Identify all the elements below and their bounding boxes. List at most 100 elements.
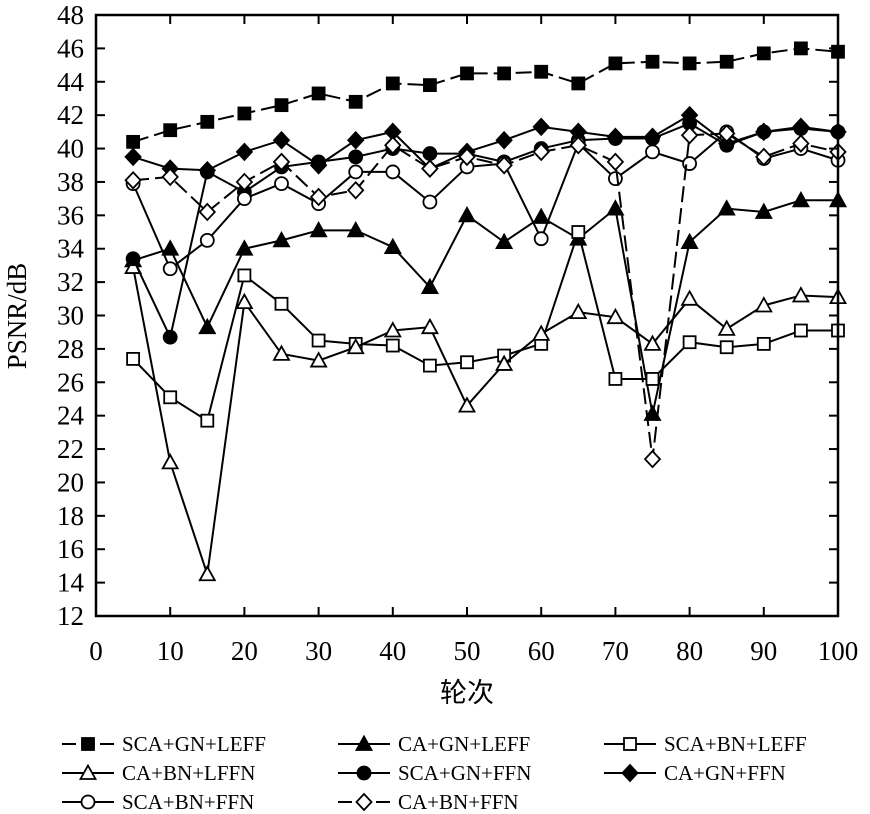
data-point bbox=[383, 237, 402, 254]
data-point bbox=[608, 56, 623, 71]
plot-frame bbox=[94, 13, 840, 618]
data-point bbox=[198, 564, 217, 582]
legend-item: SCA+BN+LEFF bbox=[604, 732, 807, 756]
data-point bbox=[348, 94, 363, 109]
data-point bbox=[236, 191, 252, 207]
data-point bbox=[272, 344, 291, 361]
data-point bbox=[272, 152, 291, 172]
data-point bbox=[348, 164, 364, 180]
x-tick-label: 0 bbox=[89, 636, 103, 666]
data-point bbox=[719, 54, 734, 69]
data-point bbox=[717, 199, 736, 216]
data-point bbox=[719, 340, 734, 355]
legend-item: CA+BN+LFFN bbox=[62, 761, 255, 785]
data-point bbox=[235, 172, 254, 192]
legend-marker bbox=[356, 765, 372, 781]
data-point bbox=[161, 167, 179, 187]
x-tick-label: 90 bbox=[750, 636, 777, 666]
plot-area bbox=[124, 41, 848, 582]
y-tick-label: 12 bbox=[57, 601, 84, 631]
legend-item: SCA+BN+FFN bbox=[62, 790, 254, 814]
data-point bbox=[645, 144, 660, 160]
legend-label: CA+GN+FFN bbox=[664, 761, 786, 785]
x-tick-label: 80 bbox=[676, 636, 703, 666]
data-point bbox=[422, 358, 437, 373]
data-point bbox=[200, 114, 215, 129]
data-point bbox=[311, 86, 326, 101]
data-point bbox=[643, 404, 662, 421]
data-point bbox=[756, 46, 771, 61]
data-point bbox=[643, 334, 662, 351]
series-ca-bn-ffn bbox=[124, 124, 847, 469]
legend-marker bbox=[78, 763, 98, 780]
data-point bbox=[792, 134, 810, 153]
data-point bbox=[235, 142, 254, 162]
x-tick-label: 40 bbox=[379, 636, 406, 666]
data-point bbox=[383, 321, 402, 338]
y-axis-title: PSNR/dB bbox=[2, 263, 32, 370]
data-point bbox=[756, 336, 771, 351]
data-point bbox=[643, 449, 662, 469]
data-point bbox=[309, 155, 328, 175]
data-point bbox=[682, 56, 697, 71]
data-point bbox=[235, 239, 254, 256]
x-tick-label: 70 bbox=[602, 636, 629, 666]
series-ca-gn-ffn bbox=[124, 105, 847, 180]
data-point bbox=[458, 147, 476, 167]
data-point bbox=[754, 202, 773, 219]
data-point bbox=[346, 221, 365, 238]
legend-label: CA+BN+LFFN bbox=[122, 761, 255, 785]
data-point bbox=[126, 134, 140, 149]
data-point bbox=[199, 232, 215, 248]
data-point bbox=[680, 232, 699, 249]
series-sca-bn-leff bbox=[126, 225, 845, 428]
y-tick-label: 22 bbox=[57, 434, 84, 464]
data-point bbox=[163, 390, 178, 405]
legend-item: SCA+GN+LEFF bbox=[62, 732, 266, 756]
data-point bbox=[272, 231, 291, 248]
data-point bbox=[457, 396, 477, 413]
data-point bbox=[606, 127, 625, 147]
data-point bbox=[346, 180, 365, 200]
data-point bbox=[608, 372, 623, 386]
data-point bbox=[163, 123, 178, 138]
legend-label: SCA+BN+LEFF bbox=[664, 732, 807, 756]
data-point bbox=[532, 324, 551, 341]
data-point bbox=[645, 54, 660, 69]
y-tick-label: 40 bbox=[57, 134, 84, 164]
y-tick-label: 30 bbox=[57, 301, 84, 331]
y-tick-label: 48 bbox=[57, 0, 84, 30]
data-point bbox=[645, 372, 660, 386]
x-tick-label: 100 bbox=[818, 636, 859, 666]
y-tick-label: 28 bbox=[57, 334, 84, 364]
y-tick-label: 36 bbox=[57, 200, 84, 230]
y-tick-label: 46 bbox=[57, 33, 84, 63]
x-tick-label: 10 bbox=[157, 636, 184, 666]
data-point bbox=[274, 98, 289, 113]
data-point bbox=[569, 302, 588, 320]
data-point bbox=[162, 329, 178, 345]
data-point bbox=[272, 130, 291, 150]
data-point bbox=[606, 152, 625, 172]
series-sca-bn-ffn bbox=[125, 124, 846, 277]
legend-marker bbox=[81, 737, 95, 751]
legend-marker bbox=[621, 763, 639, 783]
x-axis-title: 轮次 bbox=[440, 678, 494, 708]
data-point bbox=[311, 333, 326, 348]
data-point bbox=[309, 221, 328, 238]
data-point bbox=[608, 171, 623, 187]
data-point bbox=[682, 335, 697, 350]
legend-label: CA+GN+LEFF bbox=[398, 732, 530, 756]
data-point bbox=[497, 66, 512, 81]
y-tick-label: 20 bbox=[57, 467, 84, 497]
data-point bbox=[385, 338, 400, 353]
legend-marker bbox=[80, 794, 96, 810]
data-point bbox=[755, 122, 773, 142]
data-point bbox=[124, 170, 142, 190]
y-tick-label: 18 bbox=[57, 501, 84, 531]
y-tick-label: 16 bbox=[57, 534, 84, 564]
data-point bbox=[274, 176, 289, 192]
data-point bbox=[385, 164, 401, 180]
data-point bbox=[422, 194, 438, 210]
